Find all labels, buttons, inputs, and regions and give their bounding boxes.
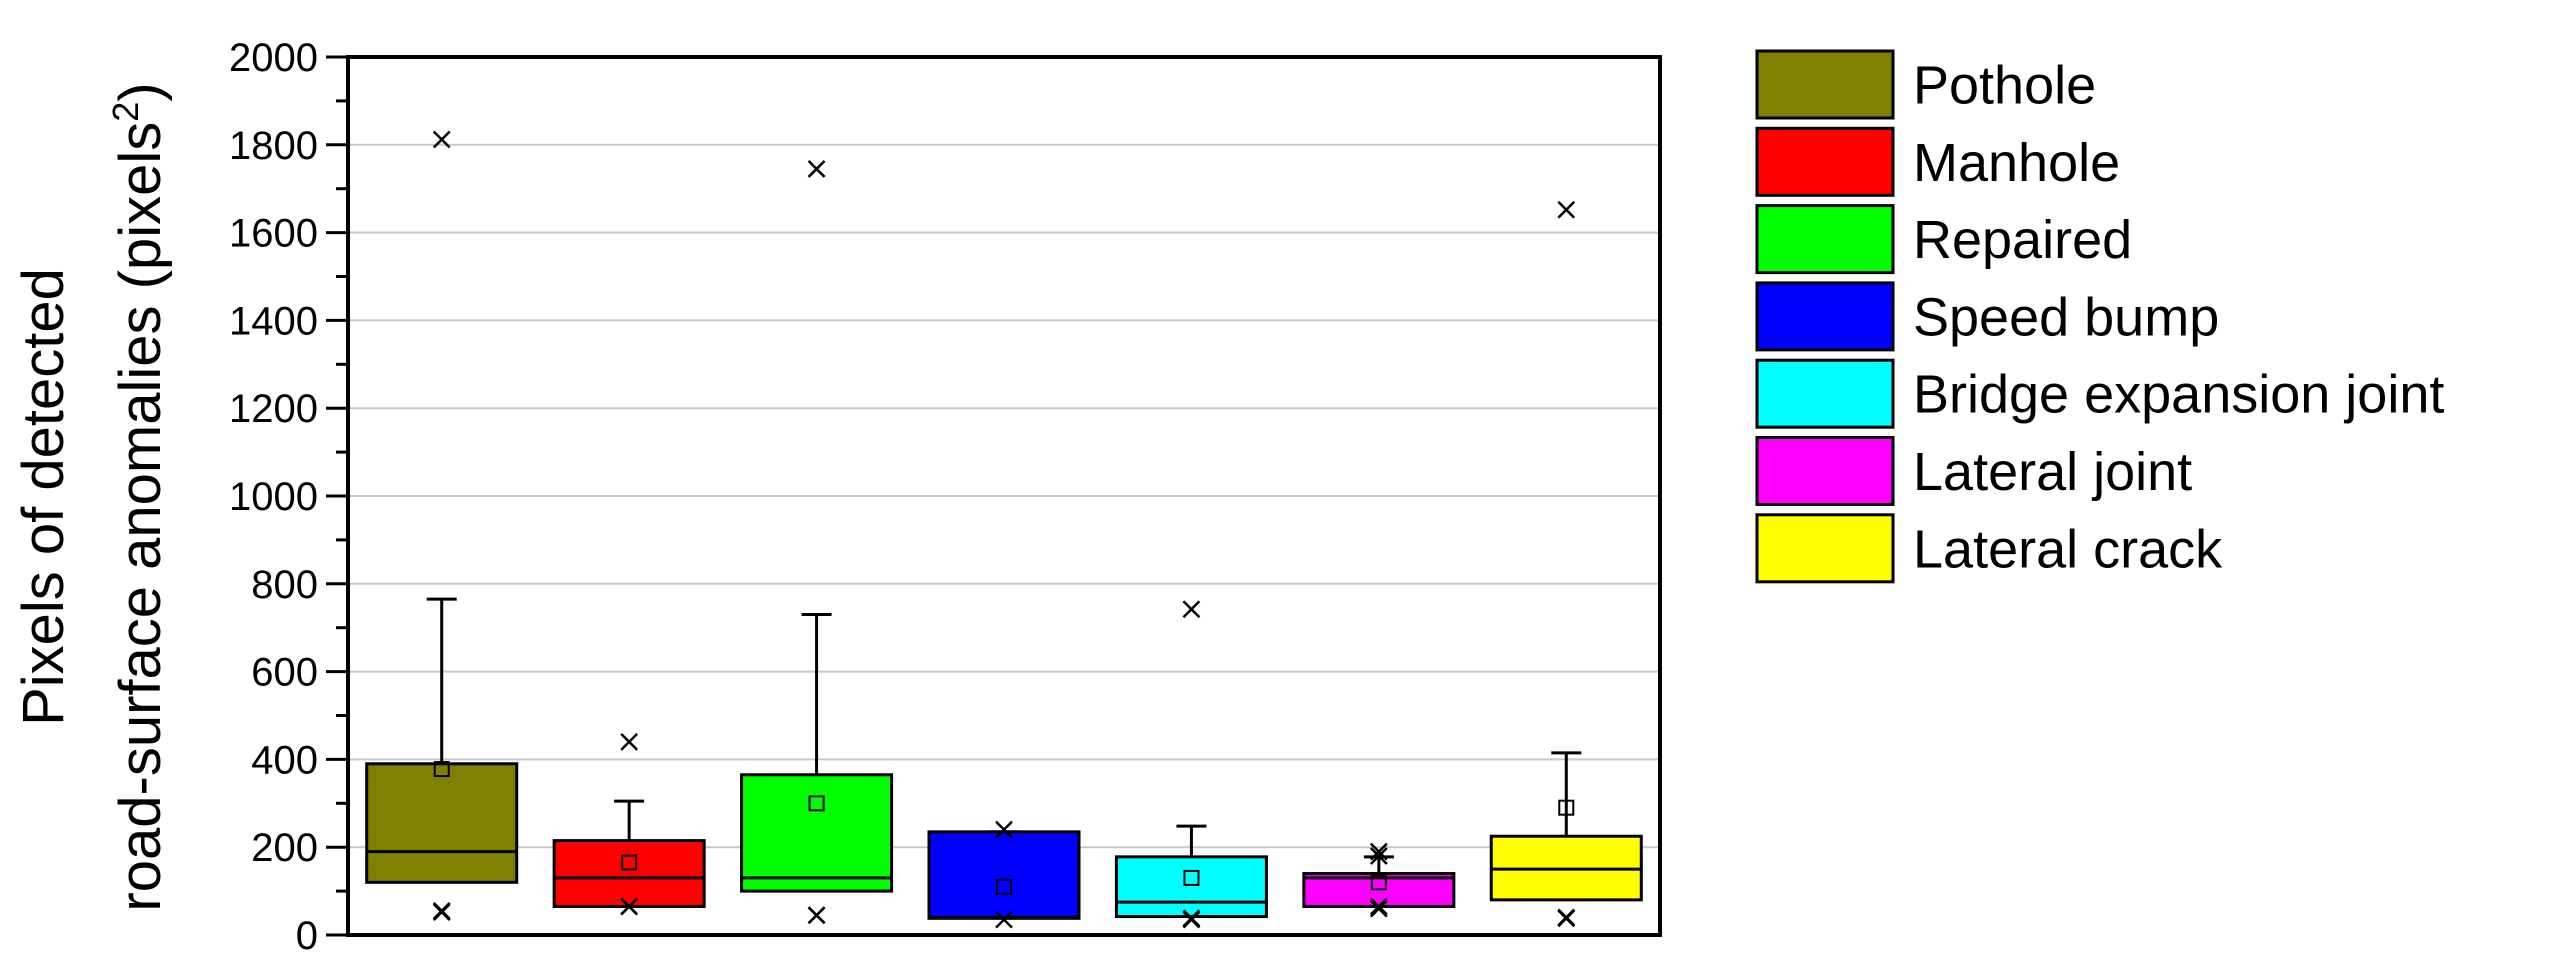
legend-item: Pothole (1755, 49, 2096, 120)
legend-swatch (1755, 204, 1895, 275)
iqr-box (552, 839, 706, 908)
legend-swatch (1755, 436, 1895, 506)
mean-marker (621, 854, 638, 871)
outlier-marker (1557, 200, 1576, 219)
outlier-marker (1182, 600, 1201, 619)
y-tick-label: 1400 (229, 299, 318, 343)
box-series (365, 130, 1643, 929)
legend-label: Repaired (1913, 210, 2132, 270)
legend-label: Pothole (1913, 56, 2096, 116)
min-marker (1557, 909, 1576, 928)
y-tick-label: 200 (251, 826, 318, 870)
mean-marker (433, 761, 450, 778)
y-tick-label: 2000 (229, 36, 318, 80)
min-marker (995, 910, 1013, 929)
grid-lines (348, 143, 1660, 849)
iqr-box (365, 762, 519, 884)
iqr-box (740, 773, 894, 893)
min-marker (807, 906, 826, 925)
legend-label: Lateral crack (1913, 519, 2223, 579)
box-speed-bump (927, 820, 1081, 929)
mean-marker (1370, 874, 1387, 891)
y-axis-title-superscript: 2 (105, 102, 146, 122)
min-marker (1369, 899, 1388, 918)
box-manhole (552, 732, 706, 916)
y-tick-label: 0 (296, 914, 318, 958)
y-axis: 0 200 400 600 800 1000 1200 1400 1600 1800 2000 (229, 36, 348, 958)
legend: Pothole Manhole Repaired Speed bump Bridge e… (1755, 49, 2444, 584)
y-axis-title-line2-main: road-surface anomalies (pixels (108, 122, 173, 912)
y-tick-label: 600 (251, 651, 318, 695)
y-tick-label: 1000 (229, 475, 318, 519)
y-axis-title: Pixels of detected road-surface anomalie… (11, 82, 173, 911)
legend-label: Bridge expansion joint (1913, 365, 2444, 425)
y-axis-title-line2: road-surface anomalies (pixels2) (105, 82, 173, 911)
outlier-marker (807, 160, 826, 178)
y-tick-label: 400 (251, 738, 318, 782)
iqr-box (1114, 855, 1268, 919)
legend-label: Lateral joint (1913, 442, 2192, 502)
outlier-marker (1369, 847, 1388, 865)
mean-marker (808, 795, 825, 812)
legend-swatch (1755, 358, 1895, 429)
y-tick-label: 1600 (229, 212, 318, 256)
box-lateral-crack (1489, 200, 1643, 928)
box-bridge-expansion-joint (1114, 600, 1268, 929)
legend-item: Manhole (1755, 126, 2120, 197)
legend-item: Lateral crack (1755, 513, 2223, 584)
legend-item: Bridge expansion joint (1755, 358, 2444, 429)
legend-item: Lateral joint (1755, 436, 2192, 506)
mean-marker (1558, 799, 1575, 816)
min-marker (432, 903, 451, 922)
outlier-marker (620, 732, 639, 751)
legend-item: Repaired (1755, 204, 2132, 275)
legend-swatch (1755, 49, 1895, 120)
outlier-marker (995, 820, 1013, 839)
legend-label: Manhole (1913, 133, 2120, 193)
y-axis-title-line2-end: ) (108, 82, 173, 101)
outlier-marker (1369, 842, 1388, 861)
legend-label: Speed bump (1913, 287, 2219, 347)
outlier-marker (432, 130, 451, 149)
y-tick-label: 800 (251, 563, 318, 607)
box-repaired (740, 160, 894, 925)
y-tick-label: 1800 (229, 124, 318, 168)
min-marker (620, 897, 639, 916)
legend-swatch (1755, 513, 1895, 584)
y-tick-label: 1200 (229, 387, 318, 431)
box-lateral-joint (1302, 842, 1456, 918)
box-pothole (365, 130, 519, 922)
iqr-box (927, 830, 1081, 920)
mean-marker (996, 878, 1012, 895)
legend-swatch (1755, 126, 1895, 197)
legend-item: Speed bump (1755, 281, 2219, 352)
legend-swatch (1755, 281, 1895, 352)
min-marker (1369, 897, 1388, 916)
mean-marker (1183, 869, 1200, 886)
min-marker (1182, 910, 1201, 929)
y-axis-title-line1: Pixels of detected (11, 268, 76, 726)
